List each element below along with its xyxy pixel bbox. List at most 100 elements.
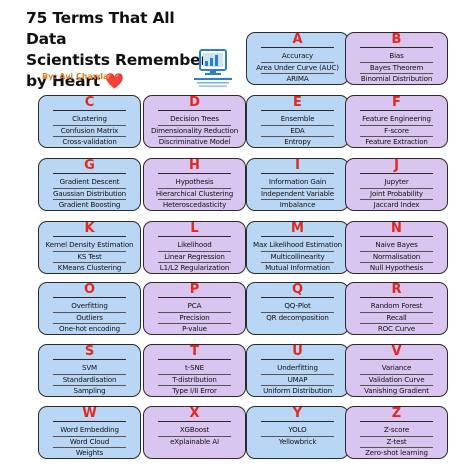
term-item: Decision Trees	[170, 114, 219, 123]
term-item: Accuracy	[281, 51, 314, 60]
term-card-d: D Decision Trees Dimensionality Reduction D…	[143, 95, 246, 148]
term-card-f: F Feature Engineering F-score Feature Extra…	[345, 95, 448, 148]
term-card-v: V Variance Validation Curve Vanishing Gradi…	[345, 344, 448, 397]
term-item: Dimensionality Reduction	[144, 124, 245, 137]
term-item: Normalisation	[346, 250, 447, 263]
term-card-a: A Accuracy Area Under Curve (AUC) ARIMA	[246, 32, 349, 85]
term-card-r: R Random Forest Recall ROC Curve	[345, 282, 448, 335]
title-line-2: Scientists Remember	[26, 51, 208, 69]
term-item: Precision	[144, 311, 245, 324]
term-item: Random Forest	[370, 301, 423, 310]
card-letter: F	[360, 96, 433, 111]
term-card-g: G Gradient Descent Gaussian Distribution Gr…	[38, 158, 141, 211]
heart-icon: ❤️	[105, 72, 124, 90]
term-item: ROC Curve	[346, 323, 447, 335]
card-letter: O	[53, 283, 126, 298]
term-card-h: H Hypothesis Hierarchical Clustering Hetero…	[143, 158, 246, 211]
term-item: Gradient Descent	[59, 177, 120, 186]
term-item: Jupyter	[384, 177, 409, 186]
card-terms: Max Likelihood Estimation Multicollineari…	[247, 239, 348, 274]
card-letter: V	[360, 345, 433, 360]
term-card-n: N Naive Bayes Normalisation Null Hypothesis	[345, 221, 448, 274]
card-terms: PCA Precision P-value	[144, 300, 245, 335]
term-item: Bias	[389, 51, 404, 60]
term-item: Likelihood	[177, 240, 212, 249]
page-title: 75 Terms That All Data Scientists Rememb…	[26, 8, 216, 92]
card-letter: N	[360, 222, 433, 237]
card-terms: Variance Validation Curve Vanishing Gradie…	[346, 362, 447, 397]
term-item: YOLO	[288, 425, 307, 434]
term-item: Weights	[39, 447, 140, 459]
card-letter: U	[261, 345, 334, 360]
term-item: T-distribution	[144, 373, 245, 386]
card-terms: SVM Standardisation Sampling	[39, 362, 140, 397]
term-item: Jaccard Index	[346, 199, 447, 211]
term-item: Sampling	[39, 385, 140, 397]
card-letter: B	[360, 33, 433, 48]
term-item: ARIMA	[247, 73, 348, 85]
term-card-u: U Underfitting UMAP Uniform Distribution	[246, 344, 349, 397]
card-terms: Naive Bayes Normalisation Null Hypothesis	[346, 239, 447, 274]
card-letter: D	[158, 96, 231, 111]
term-item: Vanishing Gradient	[346, 385, 447, 397]
card-terms: t-SNE T-distribution Type I/II Error	[144, 362, 245, 397]
card-letter: C	[53, 96, 126, 111]
card-terms: Accuracy Area Under Curve (AUC) ARIMA	[247, 50, 348, 85]
term-item: Z-test	[346, 435, 447, 448]
term-item: Kernel Density Estimation	[45, 240, 134, 249]
title-line-3: by Heart	[26, 72, 100, 90]
term-item: L1/L2 Regularization	[144, 262, 245, 274]
card-terms: Likelihood Linear Regression L1/L2 Regular…	[144, 239, 245, 274]
term-item: QQ-Plot	[284, 301, 311, 310]
card-letter: J	[360, 159, 433, 174]
card-terms: Overfitting Outliers One-hot encoding	[39, 300, 140, 335]
card-terms: Kernel Density Estimation KS Test KMeans C…	[39, 239, 140, 274]
term-item: UMAP	[247, 373, 348, 386]
term-card-z: Z Z-score Z-test Zero-shot learning	[345, 406, 448, 459]
term-card-m: M Max Likelihood Estimation Multicollinear…	[246, 221, 349, 274]
term-item: Yellowbrick	[247, 435, 348, 448]
term-card-e: E Ensemble EDA Entropy	[246, 95, 349, 148]
card-letter: Z	[360, 407, 433, 422]
card-letter: M	[261, 222, 334, 237]
term-item: Mutual Information	[247, 262, 348, 274]
term-item: Clustering	[72, 114, 107, 123]
term-card-s: S SVM Standardisation Sampling	[38, 344, 141, 397]
card-letter: I	[261, 159, 334, 174]
card-terms: Decision Trees Dimensionality Reduction Di…	[144, 113, 245, 148]
term-item: Information Gain	[268, 177, 327, 186]
term-item: Area Under Curve (AUC)	[247, 61, 348, 74]
term-item: Standardisation	[39, 373, 140, 386]
term-card-w: W Word Embedding Word Cloud Weights	[38, 406, 141, 459]
card-letter: P	[158, 283, 231, 298]
card-letter: W	[53, 407, 126, 422]
term-item: Max Likelihood Estimation	[253, 240, 342, 249]
term-item: Ensemble	[280, 114, 315, 123]
term-card-o: O Overfitting Outliers One-hot encoding	[38, 282, 141, 335]
term-item: P-value	[144, 323, 245, 335]
card-letter: L	[158, 222, 231, 237]
term-card-b: B Bias Bayes Theorem Binomial Distribution	[345, 32, 448, 85]
card-letter: Q	[261, 283, 334, 298]
term-item: Binomial Distribution	[346, 73, 447, 85]
term-item: Hypothesis	[175, 177, 214, 186]
card-letter: S	[53, 345, 126, 360]
term-item: KS Test	[39, 250, 140, 263]
card-terms: Random Forest Recall ROC Curve	[346, 300, 447, 335]
author-byline: By: Avi Chawla	[42, 72, 109, 81]
term-item: Feature Extraction	[346, 136, 447, 148]
card-terms: Bias Bayes Theorem Binomial Distribution	[346, 50, 447, 85]
term-item: Feature Engineering	[362, 114, 431, 123]
term-item: Naive Bayes	[375, 240, 418, 249]
card-letter: A	[261, 33, 334, 48]
term-item: Independent Variable	[247, 187, 348, 200]
term-card-j: J Jupyter Joint Probability Jaccard Index	[345, 158, 448, 211]
term-card-c: C Clustering Confusion Matrix Cross-validat…	[38, 95, 141, 148]
term-item: Validation Curve	[346, 373, 447, 386]
card-letter: T	[158, 345, 231, 360]
card-letter: R	[360, 283, 433, 298]
term-item: Imbalance	[247, 199, 348, 211]
term-item: Null Hypothesis	[346, 262, 447, 274]
term-item: Outliers	[39, 311, 140, 324]
